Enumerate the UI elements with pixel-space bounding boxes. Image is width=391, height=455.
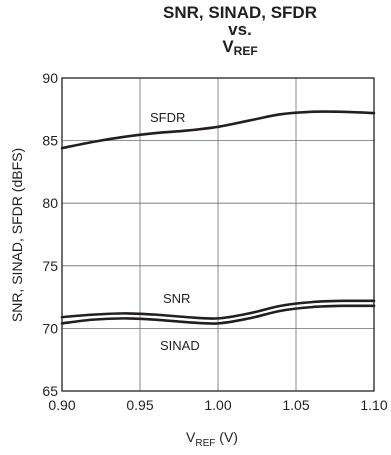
series-label-sfdr: SFDR [150,110,185,125]
x-axis-label-unit: (V) [215,429,238,445]
y-tick-label-85: 85 [42,133,58,149]
x-tick-labels: 0.90 0.95 1.00 1.05 1.10 [48,397,387,413]
x-axis-label-sub: REF [195,438,215,449]
x-tick-label-1.00: 1.00 [204,397,231,413]
plot-frame [61,77,375,392]
y-tick-label-70: 70 [42,320,58,336]
series-line-snr [60,299,376,320]
chart-title: SNR, SINAD, SFDR vs. VREF [150,4,330,60]
x-tick-label-1.10: 1.10 [360,397,387,413]
x-axis-label: VREF (V) [186,429,238,449]
y-tick-labels: 65 70 75 80 85 90 [42,70,58,399]
y-tick-label-75: 75 [42,258,58,274]
x-tick-label-0.95: 0.95 [126,397,153,413]
y-tick-label-80: 80 [42,195,58,211]
title-line-1: SNR, SINAD, SFDR [163,3,317,22]
series-label-snr: SNR [163,291,190,306]
x-tick-label-0.90: 0.90 [48,397,75,413]
y-tick-label-90: 90 [42,70,58,86]
series-lines [60,110,376,325]
title-line-2: vs. [228,20,252,39]
title-vref-sub: REF [233,44,258,58]
y-tick-label-65: 65 [42,383,58,399]
y-axis-label: SNR, SINAD, SFDR (dBFS) [9,148,25,322]
x-axis-label-main: V [186,429,196,445]
grid-lines [62,78,374,391]
series-line-sinad [60,304,376,325]
x-tick-label-1.05: 1.05 [282,397,309,413]
title-vref-main: V [222,37,234,56]
series-label-sinad: SINAD [160,338,200,353]
series-line-sfdr [60,110,376,150]
title-line-3: VREF [150,38,330,60]
